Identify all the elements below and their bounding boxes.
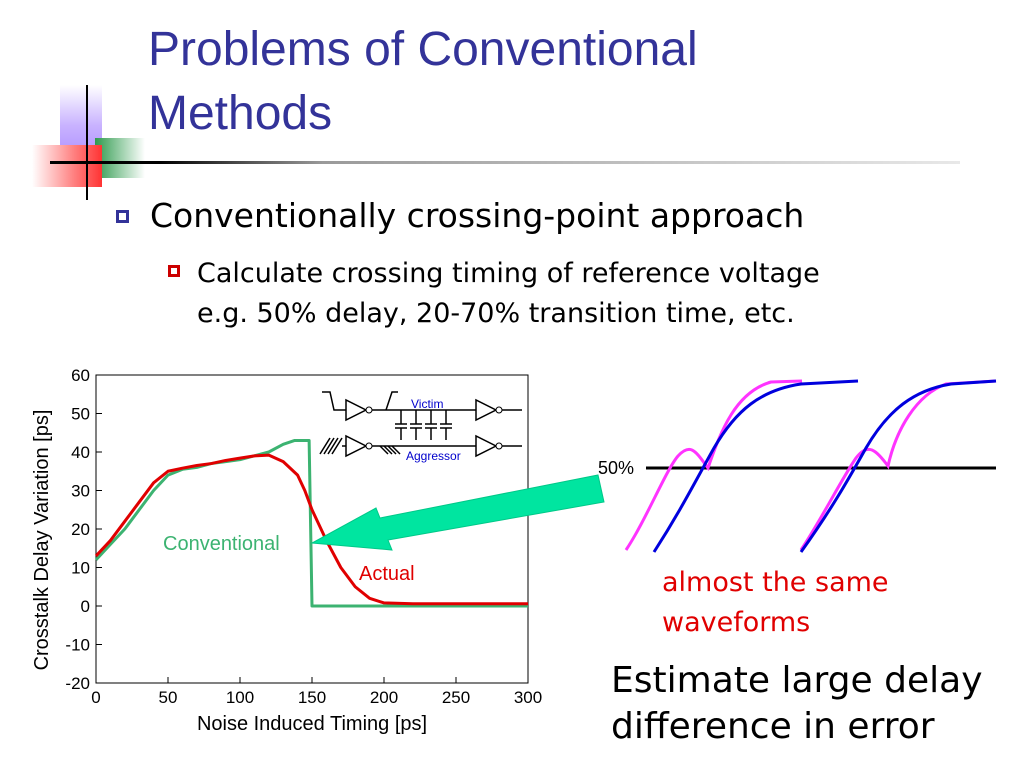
- conclusion-text: Estimate large delay difference in error: [611, 658, 983, 750]
- pointer-arrow: [300, 460, 610, 560]
- y-tick-label: 30: [71, 482, 90, 501]
- sub-bullet-line-2: e.g. 50% delay, 20-70% transition time, …: [197, 298, 795, 329]
- x-tick-label: 200: [370, 688, 398, 707]
- blue-waveform-right: [799, 379, 997, 553]
- slide-title-line-1: Problems of Conventional: [148, 23, 698, 76]
- actual-series-line: [94, 453, 528, 606]
- waveform-svg: 50%: [598, 379, 997, 553]
- victim-label: Victim: [411, 397, 443, 411]
- corner-ornament: [0, 0, 160, 200]
- x-tick-label: 150: [298, 688, 326, 707]
- x-tick-label: 250: [442, 688, 470, 707]
- conclusion-line-1: Estimate large delay: [611, 660, 983, 701]
- crosstalk-circuit-inset: Victim Aggressor: [319, 391, 522, 463]
- aggressor-output-ramps: [379, 445, 401, 455]
- aggressor-label: Aggressor: [406, 449, 461, 463]
- y-tick-label: 10: [71, 559, 90, 578]
- y-tick-label: 60: [71, 366, 90, 385]
- aggressor-input-ramps: [319, 437, 343, 455]
- slide-title-line-2: Methods: [148, 87, 333, 140]
- x-axis-label: Noise Induced Timing [ps]: [197, 713, 427, 735]
- y-tick-label: -10: [65, 636, 90, 655]
- y-tick-label: 40: [71, 443, 90, 462]
- magenta-waveform-right: [799, 379, 997, 551]
- blue-waveform-left: [652, 379, 859, 553]
- y-tick-label: -20: [65, 674, 90, 693]
- bullet-text: Conventionally crossing-point approach: [150, 196, 805, 235]
- waveform-note-line-1: almost the same: [662, 567, 889, 598]
- waveform-note: almost the same waveforms: [662, 563, 889, 643]
- aggressor-receiver-icon: [475, 434, 498, 458]
- y-tick-label: 20: [71, 520, 90, 539]
- x-tick-label: 300: [514, 688, 542, 707]
- x-tick-label: 50: [159, 688, 178, 707]
- x-tick-label: 0: [91, 688, 100, 707]
- bullet-square-icon: [116, 210, 129, 223]
- title-divider: [50, 161, 960, 164]
- coupling-capacitors: [395, 410, 452, 440]
- sub-bullet-text: Calculate crossing timing of reference v…: [197, 254, 820, 334]
- y-tick-label: 50: [71, 405, 90, 424]
- sub-bullet-square-icon: [168, 265, 180, 277]
- waveform-note-line-2: waveforms: [662, 607, 811, 638]
- victim-output-step: [385, 391, 398, 411]
- delay-variation-chart: 0 50 100 150 200 250 300 60 50 40 30 20 10 0 -10 -20 No…: [26, 360, 546, 760]
- y-tick-label: 0: [81, 597, 90, 616]
- conclusion-line-2: difference in error: [611, 706, 935, 747]
- x-tick-label: 100: [226, 688, 254, 707]
- aggressor-driver-icon: [345, 434, 368, 458]
- y-axis-label: Crosstalk Delay Variation [ps]: [31, 410, 53, 671]
- magenta-waveform-left: [624, 379, 803, 551]
- sub-bullet-line-1: Calculate crossing timing of reference v…: [197, 258, 820, 289]
- slide-title: Problems of Conventional Methods: [148, 18, 908, 146]
- actual-label: Actual: [359, 563, 415, 585]
- victim-receiver-icon: [475, 398, 498, 422]
- victim-input-step: [322, 391, 342, 411]
- waveform-comparison: 50%: [596, 370, 1006, 560]
- conventional-label: Conventional: [163, 533, 280, 555]
- victim-driver-icon: [345, 398, 368, 422]
- reference-50-label: 50%: [598, 458, 634, 478]
- arrow-shape-icon: [310, 474, 605, 551]
